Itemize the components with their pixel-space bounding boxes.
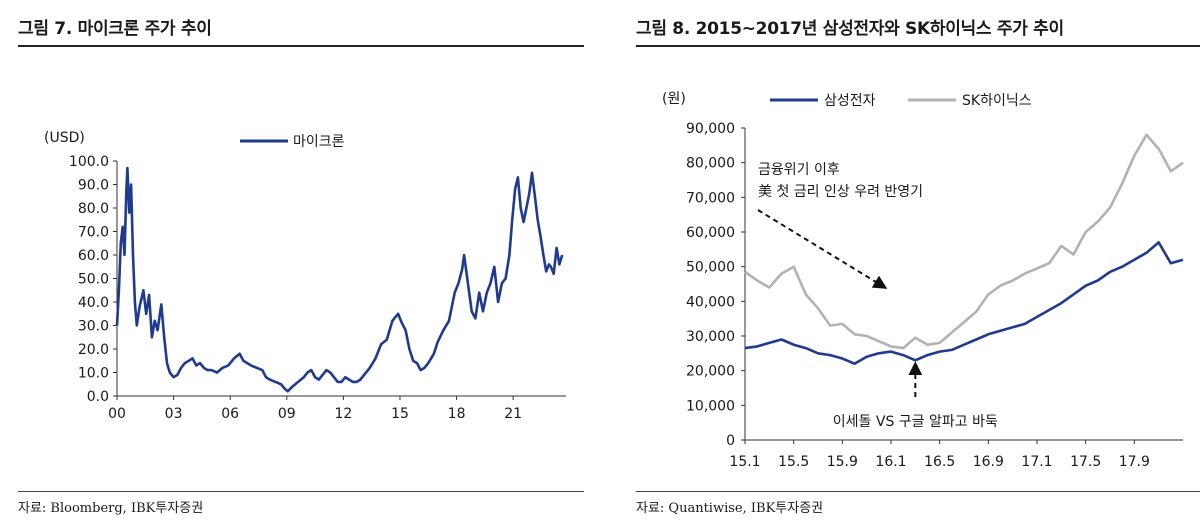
x-tick-label: 16.1 — [875, 454, 906, 470]
title-rule — [18, 45, 584, 47]
legend-label-skhynix: SK하이닉스 — [962, 93, 1032, 109]
title-rule — [636, 45, 1200, 47]
legend-label-micron: 마이크론 — [293, 134, 345, 150]
x-tick-label: 17.9 — [1119, 454, 1150, 470]
annotation-financial-crisis-line2: 美 첫 금리 인상 우려 반영기 — [758, 184, 923, 200]
x-tick-label: 16.9 — [973, 454, 1004, 470]
figure-7-source: 자료: Bloomberg, IBK투자증권 — [18, 501, 204, 516]
y-tick-label: 50.0 — [78, 272, 109, 288]
left-panel: 그림 7. 마이크론 주가 추이 0.0 10.0 20.0 30.0 40.0 50.0… — [0, 0, 584, 524]
series-line-samsung — [744, 241, 1184, 365]
x-tick-label: 21 — [504, 406, 522, 422]
y-tick-label: 40,000 — [686, 294, 735, 310]
y-tick-label: 90,000 — [686, 121, 735, 137]
x-tick-label: 15.5 — [778, 454, 809, 470]
figure-8-source: 자료: Quantiwise, IBK투자증권 — [636, 501, 824, 516]
y-tick-label: 20,000 — [686, 364, 735, 380]
annotation-financial-crisis-line1: 금융위기 이후 — [758, 162, 840, 178]
y-tick-label: 0.0 — [87, 389, 109, 405]
y-axis-unit-label: (원) — [662, 91, 686, 107]
y-tick-label: 50,000 — [686, 260, 735, 276]
y-axis-unit-label: (USD) — [44, 130, 85, 146]
y-tick-label: 10,000 — [686, 398, 735, 414]
y-tick-label: 60,000 — [686, 225, 735, 241]
y-tick-label: 70,000 — [686, 190, 735, 206]
y-tick-label: 20.0 — [78, 342, 109, 358]
x-tick-label: 06 — [221, 406, 239, 422]
annotation-alphago: 이세돌 VS 구글 알파고 바둑 — [833, 414, 998, 430]
annotation-financial-crisis-arrow — [757, 209, 888, 289]
legend-label-samsung: 삼성전자 — [824, 93, 876, 109]
x-tick-label: 15 — [391, 406, 409, 422]
y-tick-label: 60.0 — [78, 248, 109, 264]
source-rule — [18, 491, 584, 492]
x-tick-label: 17.5 — [1070, 454, 1101, 470]
x-tick-label: 00 — [108, 406, 126, 422]
x-tick-label: 16.5 — [924, 454, 955, 470]
y-tick-label: 100.0 — [69, 154, 109, 170]
y-tick-label: 30.0 — [78, 319, 109, 335]
y-tick-label: 90.0 — [78, 178, 109, 194]
right-panel: 그림 8. 2015~2017년 삼성전자와 SK하이닉스 주가 추이 0 10,… — [618, 0, 1200, 524]
y-tick-label: 30,000 — [686, 329, 735, 345]
y-tick-label: 80,000 — [686, 156, 735, 172]
source-rule — [636, 491, 1200, 492]
y-tick-label: 0 — [726, 433, 735, 449]
series-line-skhynix — [744, 133, 1184, 350]
x-tick-label: 03 — [165, 406, 183, 422]
figure-7-title: 그림 7. 마이크론 주가 추이 — [18, 19, 212, 39]
x-tick-label: 18 — [448, 406, 466, 422]
x-tick-label: 15.1 — [729, 454, 760, 470]
x-tick-label: 17.1 — [1021, 454, 1052, 470]
figure-8-title: 그림 8. 2015~2017년 삼성전자와 SK하이닉스 주가 추이 — [636, 19, 1064, 39]
y-tick-label: 70.0 — [78, 225, 109, 241]
x-tick-label: 15.9 — [827, 454, 858, 470]
x-tick-label: 09 — [278, 406, 296, 422]
y-tick-label: 40.0 — [78, 295, 109, 311]
samsung-skhynix-price-chart: 0 10,000 20,000 30,000 40,000 50,000 60,000 70,… — [662, 91, 1184, 470]
y-tick-label: 10.0 — [78, 366, 109, 382]
y-tick-label: 80.0 — [78, 201, 109, 217]
micron-price-chart: 0.0 10.0 20.0 30.0 40.0 50.0 60.0 70.0 80.0 90.0 1… — [44, 130, 566, 422]
series-line-micron — [115, 166, 564, 393]
x-tick-label: 12 — [334, 406, 352, 422]
